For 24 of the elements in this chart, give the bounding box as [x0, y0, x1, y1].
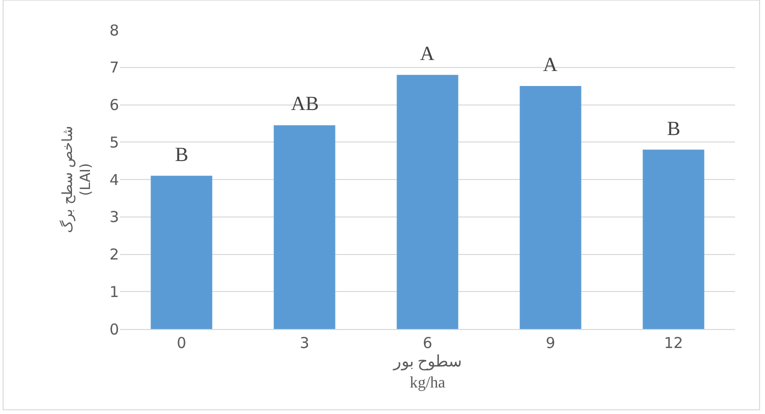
- x-tick-label: 3: [300, 334, 310, 352]
- y-tick-label: 6: [109, 96, 119, 114]
- y-tick-label: 0: [109, 320, 119, 338]
- bar: [396, 74, 458, 329]
- bar: [642, 150, 704, 329]
- x-tick-label: 6: [422, 334, 432, 352]
- annotation: B: [175, 144, 188, 166]
- x-tick-label: 9: [546, 334, 556, 352]
- y-tick-label: 5: [109, 133, 119, 152]
- bar: [150, 176, 212, 329]
- y-tick-label: 7: [109, 58, 119, 77]
- y-tick-label: 1: [109, 282, 119, 301]
- bar: [520, 86, 582, 329]
- y-tick-label: 8: [109, 21, 119, 40]
- bar: [274, 125, 336, 329]
- annotation: A: [420, 43, 435, 65]
- y-tick-label: 3: [109, 208, 119, 226]
- x-tick-label: 0: [176, 334, 186, 352]
- x-tick-label: 12: [664, 334, 684, 352]
- y-tick-label: 2: [109, 246, 119, 264]
- annotation: AB: [291, 93, 319, 115]
- annotation: B: [667, 118, 680, 140]
- y-tick-label: 4: [109, 170, 119, 189]
- annotation: A: [543, 54, 558, 76]
